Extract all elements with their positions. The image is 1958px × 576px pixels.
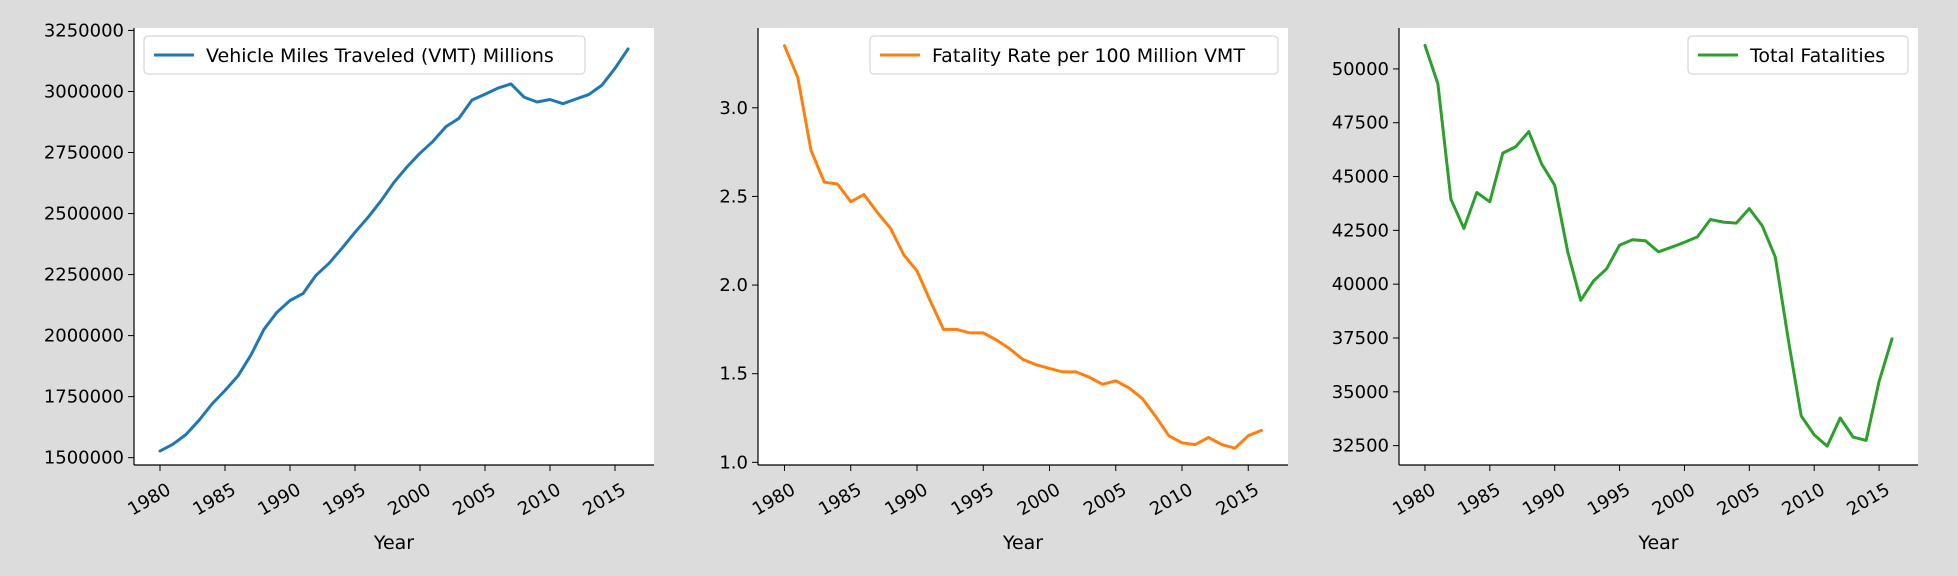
legend-label: Fatality Rate per 100 Million VMT <box>932 45 1245 67</box>
x-tick-label: 1990 <box>881 479 931 520</box>
x-tick-label: 1980 <box>124 479 174 520</box>
legend: Fatality Rate per 100 Million VMT <box>869 35 1279 75</box>
x-tick-label: 1990 <box>1519 479 1569 520</box>
x-tick-label: 2015 <box>1843 479 1893 520</box>
y-tick-label: 2500000 <box>44 204 124 225</box>
series-line <box>1423 43 1894 448</box>
legend-box <box>869 35 1279 75</box>
y-tick-label: 1750000 <box>44 387 124 408</box>
x-tick-label: 2010 <box>514 479 564 520</box>
legend-box <box>1687 35 1909 75</box>
x-tick-label: 2000 <box>384 479 434 520</box>
x-tick-label: 2015 <box>579 479 629 520</box>
legend: Total Fatalities <box>1687 35 1909 75</box>
x-tick-label: 1980 <box>749 479 799 520</box>
x-tick-label: 2010 <box>1779 479 1829 520</box>
y-tick-label: 2.5 <box>719 186 748 207</box>
y-tick-label: 37500 <box>1332 328 1389 349</box>
x-tick-label: 1995 <box>948 479 998 520</box>
x-tick-label: 2015 <box>1213 479 1263 520</box>
x-axis-title: Year <box>1637 532 1678 554</box>
x-tick-label: 1995 <box>319 479 369 520</box>
y-tick-label: 42500 <box>1332 220 1389 241</box>
y-tick-label: 47500 <box>1332 113 1389 134</box>
series-line <box>783 44 1263 450</box>
x-tick-label: 2000 <box>1014 479 1064 520</box>
series-line <box>158 47 630 453</box>
y-tick-label: 3000000 <box>44 81 124 102</box>
x-tick-label: 2005 <box>1080 479 1130 520</box>
y-tick-label: 32500 <box>1332 436 1389 457</box>
y-tick-label: 2750000 <box>44 143 124 164</box>
y-tick-label: 2.0 <box>719 275 748 296</box>
x-tick-label: 2005 <box>1714 479 1764 520</box>
x-tick-label: 1985 <box>815 479 865 520</box>
y-tick-label: 45000 <box>1332 167 1389 188</box>
y-tick-label: 3.0 <box>719 98 748 119</box>
plot-area <box>1399 28 1918 465</box>
legend-label: Total Fatalities <box>1749 45 1885 67</box>
chart-panel-total-fatalities: 32500 35000 37500 40000 42500 45000 47500 50000… <box>1332 28 1918 554</box>
x-tick-label: 1980 <box>1389 479 1439 520</box>
x-tick-label: 1985 <box>189 479 239 520</box>
chart-panel-fatality-rate: 1.0 1.5 2.0 2.5 3.0 1980 1985 1990 1995 2000 2005 2… <box>719 28 1288 554</box>
y-tick-label: 3250000 <box>44 20 124 41</box>
legend-label: Vehicle Miles Traveled (VMT) Millions <box>206 45 554 67</box>
legend: Vehicle Miles Traveled (VMT) Millions <box>143 35 586 75</box>
x-tick-label: 2010 <box>1146 479 1196 520</box>
y-tick-label: 1500000 <box>44 448 124 469</box>
x-tick-label: 1995 <box>1584 479 1634 520</box>
legend-box <box>143 35 586 75</box>
y-tick-label: 2250000 <box>44 265 124 286</box>
y-tick-label: 2000000 <box>44 326 124 347</box>
x-tick-label: 1990 <box>254 479 304 520</box>
plot-area <box>758 28 1288 465</box>
chart-panel-vmt: 1500000 1750000 2000000 2250000 2500000 27500… <box>44 20 654 554</box>
y-tick-label: 35000 <box>1332 382 1389 403</box>
y-tick-label: 1.0 <box>719 452 748 473</box>
x-axis-title: Year <box>373 532 414 554</box>
x-tick-label: 1985 <box>1454 479 1504 520</box>
x-tick-label: 2000 <box>1649 479 1699 520</box>
y-tick-label: 40000 <box>1332 274 1389 295</box>
x-tick-label: 2005 <box>449 479 499 520</box>
y-tick-label: 50000 <box>1332 59 1389 80</box>
plot-area <box>134 28 654 465</box>
y-tick-label: 1.5 <box>719 364 748 385</box>
x-axis-title: Year <box>1002 532 1043 554</box>
